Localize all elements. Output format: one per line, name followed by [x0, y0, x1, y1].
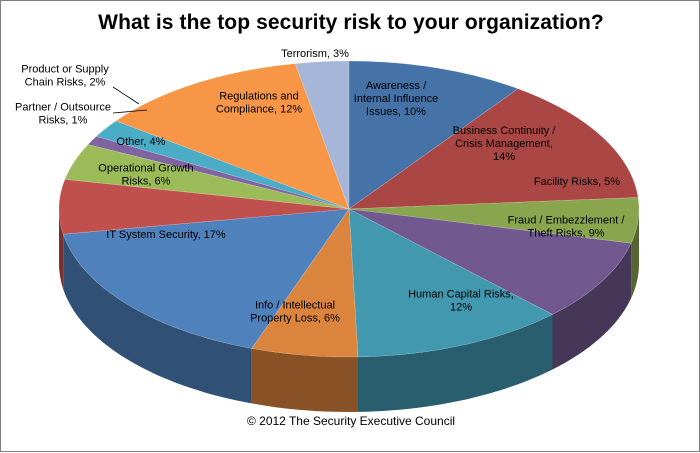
slice-label: IT System Security, 17%	[106, 229, 226, 241]
pie-side-walls	[59, 209, 639, 412]
slice-label: Awareness / Internal Influence Issues, 10%	[354, 80, 438, 118]
pie-top-faces	[58, 60, 640, 358]
chart-title: What is the top security risk to your or…	[98, 11, 604, 34]
slice-regulations-and-compliance	[115, 63, 350, 210]
slice-label: Fraud / Embezzlement / Theft Risks, 9%	[508, 215, 626, 240]
slice-other	[64, 144, 350, 210]
slice-terrorism	[294, 60, 350, 210]
slice-label: Operational Growth Risks, 6%	[98, 163, 193, 188]
slice-awareness-internal-influence-issues	[348, 60, 519, 210]
slice-label: Info / Intellectual Property Loss, 6%	[250, 300, 340, 325]
slice-business-continuity-crisis-management	[348, 88, 639, 210]
copyright-note: © 2012 The Security Executive Council	[246, 414, 456, 428]
slice-label: Business Continuity / Crisis Management, 1…	[453, 125, 557, 163]
slice-label: Partner / Outsource Risks, 1%	[15, 102, 111, 127]
slice-product-or-supply-chain-risks	[95, 120, 350, 210]
slice-labels: Awareness / Internal Influence Issues, 10%…	[15, 48, 625, 325]
slice-side-3	[552, 243, 632, 370]
slice-info-intellectual-property-loss	[251, 208, 359, 358]
slice-side-2	[631, 209, 639, 299]
slice-label: Product or Supply Chain Risks, 2%	[21, 64, 109, 89]
slice-label: Regulations and Compliance, 12%	[216, 91, 302, 116]
slice-human-capital-risks	[348, 208, 554, 358]
slice-side-5	[251, 348, 358, 412]
slice-partner-outsource-risks	[87, 135, 350, 210]
slice-side-6	[63, 234, 252, 404]
slice-label: Terrorism, 3%	[281, 48, 349, 60]
slice-label: Other, 4%	[117, 136, 166, 148]
slice-label: Human Capital Risks, 12%	[408, 289, 514, 314]
leader-line	[112, 109, 148, 114]
slice-facility-risks	[348, 197, 640, 244]
slice-it-system-security	[62, 208, 350, 349]
slice-side-7	[59, 209, 64, 290]
slice-fraud-embezzlement-theft-risks	[348, 208, 632, 315]
slice-operational-growth-risks	[58, 178, 350, 235]
slice-label: Facility Risks, 5%	[534, 176, 620, 188]
leader-line	[112, 86, 140, 105]
slice-side-4	[358, 314, 553, 412]
